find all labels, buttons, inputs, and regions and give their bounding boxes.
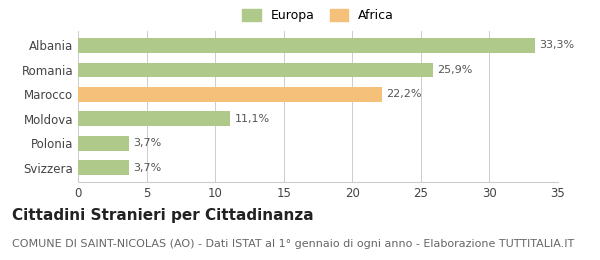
Text: Cittadini Stranieri per Cittadinanza: Cittadini Stranieri per Cittadinanza [12, 208, 314, 223]
Bar [78, 136, 129, 151]
Bar [78, 38, 535, 53]
Text: COMUNE DI SAINT-NICOLAS (AO) - Dati ISTAT al 1° gennaio di ogni anno - Elaborazi: COMUNE DI SAINT-NICOLAS (AO) - Dati ISTA… [12, 239, 574, 249]
Legend: Europa, Africa: Europa, Africa [242, 9, 394, 22]
Bar [78, 160, 129, 175]
Bar [78, 87, 382, 102]
Text: 11,1%: 11,1% [235, 114, 269, 124]
Text: 22,2%: 22,2% [386, 89, 422, 99]
Text: 33,3%: 33,3% [539, 40, 574, 50]
Bar [78, 112, 230, 126]
Text: 3,7%: 3,7% [133, 163, 161, 173]
Text: 25,9%: 25,9% [437, 65, 473, 75]
Text: 3,7%: 3,7% [133, 138, 161, 148]
Bar [78, 63, 433, 77]
